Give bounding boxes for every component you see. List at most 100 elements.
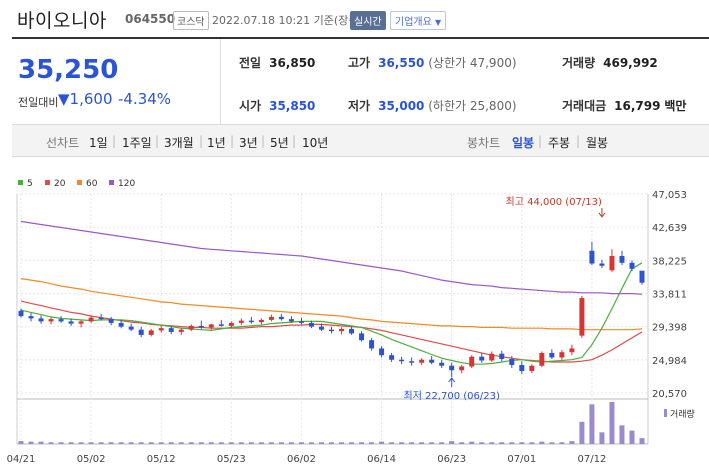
volume-bar xyxy=(469,441,475,444)
volume-bar xyxy=(198,442,204,444)
amount-unit: 백만 xyxy=(664,99,687,113)
chevron-down-icon: ▼ xyxy=(435,18,442,27)
change-value: ▼1,600 xyxy=(58,90,113,108)
volume-bar xyxy=(489,442,495,444)
volume-bar xyxy=(329,442,334,444)
volume-bar xyxy=(208,442,214,444)
volume-bar xyxy=(178,442,184,444)
candle-body xyxy=(589,250,595,264)
candle-body xyxy=(318,326,324,330)
upper-limit: (상한가 47,900) xyxy=(428,56,517,70)
volume-bar xyxy=(228,442,234,444)
candlestick-chart[interactable]: 5 20 60 120 47,053 42,639 38,225 33,811 29,3… xyxy=(0,172,709,474)
tab-5y[interactable]: 5년 xyxy=(270,136,289,150)
ma20-line xyxy=(20,300,643,363)
candle-body xyxy=(439,362,445,366)
tab-1y[interactable]: 1년 xyxy=(207,136,226,150)
x-tick-label: 05/23 xyxy=(217,454,246,465)
candle-body xyxy=(228,322,234,326)
moving-averages xyxy=(20,220,643,365)
volume-bar xyxy=(629,430,635,444)
high-value: 36,550 xyxy=(378,56,425,70)
candle-body xyxy=(599,263,605,266)
company-info-dropdown[interactable]: 기업개요 ▼ xyxy=(390,11,447,30)
volume-value: 469,992 xyxy=(603,56,658,70)
legend-ma20-swatch xyxy=(45,180,50,185)
candle-body xyxy=(369,340,375,349)
tab-10y[interactable]: 10년 xyxy=(302,136,329,150)
legend-ma120: 120 xyxy=(118,179,135,189)
volume-bar xyxy=(58,442,64,444)
candle-body xyxy=(409,361,415,363)
candle-chart-label: 봉차트 xyxy=(467,136,501,150)
y-tick-label: 20,570 xyxy=(652,389,687,400)
volume-bar xyxy=(479,442,485,444)
volume-bar xyxy=(298,442,304,444)
prev-close-label: 전일 xyxy=(239,56,262,70)
candle-body xyxy=(639,270,645,283)
tab-weekly[interactable]: 주봉 xyxy=(548,136,571,150)
candle-body xyxy=(78,321,84,324)
tab-1d[interactable]: 1일 xyxy=(89,136,108,150)
x-tick-label: 07/01 xyxy=(507,454,536,465)
amount-label: 거래대금 xyxy=(562,99,607,113)
prev-close-cell: 전일 36,850 xyxy=(239,54,315,71)
candle-body xyxy=(188,325,194,330)
volume-bar xyxy=(519,442,525,444)
legend-ma60-swatch xyxy=(77,180,82,185)
amount-cell: 거래대금 16,799 백만 xyxy=(562,97,686,114)
candle-body xyxy=(359,333,365,341)
x-tick-label: 05/02 xyxy=(77,454,106,465)
volume-label: 거래량 xyxy=(562,56,596,70)
x-tick-label: 06/02 xyxy=(287,454,316,465)
volume-bar xyxy=(509,442,515,444)
stock-code: 064550 xyxy=(125,12,176,26)
volume-legend: 거래량 xyxy=(664,408,695,420)
ma120-line xyxy=(20,220,643,295)
candle-body xyxy=(489,353,495,361)
candle-body xyxy=(68,321,74,324)
volume-bar xyxy=(258,442,264,444)
lower-limit: (하한가 25,800) xyxy=(428,99,517,113)
candle-body xyxy=(128,326,134,330)
candle-body xyxy=(218,324,224,326)
volume-bar xyxy=(529,442,535,444)
legend-ma60: 60 xyxy=(86,179,98,189)
y-tick-label: 29,398 xyxy=(652,323,687,334)
candle-body xyxy=(419,359,425,363)
x-axis-labels: 04/21 05/02 05/12 05/23 06/02 06/14 06/23 07/01… xyxy=(7,454,607,465)
candle-body xyxy=(349,328,355,334)
volume-bar xyxy=(98,442,104,444)
tab-divider: | xyxy=(155,134,160,148)
candle-body xyxy=(148,330,154,335)
tab-monthly[interactable]: 월봉 xyxy=(586,136,609,150)
volume-bar xyxy=(549,442,555,444)
x-tick-label: 06/23 xyxy=(437,454,466,465)
candle-body xyxy=(559,352,565,358)
candle-body xyxy=(248,320,254,323)
volume-bar xyxy=(439,442,445,444)
volume-bar xyxy=(379,441,385,444)
tab-3y[interactable]: 3년 xyxy=(239,136,258,150)
candle-body xyxy=(569,348,575,353)
volume-bar xyxy=(88,442,94,444)
volume-bar xyxy=(419,442,425,444)
volume-bar xyxy=(238,442,244,444)
stock-name: 바이오니아 xyxy=(17,10,107,32)
realtime-button[interactable]: 실시간 xyxy=(350,11,386,30)
candle-body xyxy=(339,328,345,332)
candle-body xyxy=(519,364,525,371)
volume-bar xyxy=(308,442,314,444)
as-of-time: 2022.07.18 10:21 기준(장중) xyxy=(212,14,363,27)
open-label: 시가 xyxy=(239,99,262,113)
tab-1w[interactable]: 1주일 xyxy=(122,136,152,150)
legend-ma20: 20 xyxy=(54,179,66,189)
tab-3m[interactable]: 3개월 xyxy=(164,136,194,150)
candle-body xyxy=(459,366,465,371)
candle-body xyxy=(539,352,545,366)
tab-daily[interactable]: 일봉 xyxy=(512,136,535,150)
candle-body xyxy=(379,348,385,356)
ma5-line xyxy=(20,262,643,365)
x-tick-label: 06/14 xyxy=(367,454,396,465)
stock-header: 바이오니아 064550 코스닥 2022.07.18 10:21 기준(장중)… xyxy=(0,0,709,36)
